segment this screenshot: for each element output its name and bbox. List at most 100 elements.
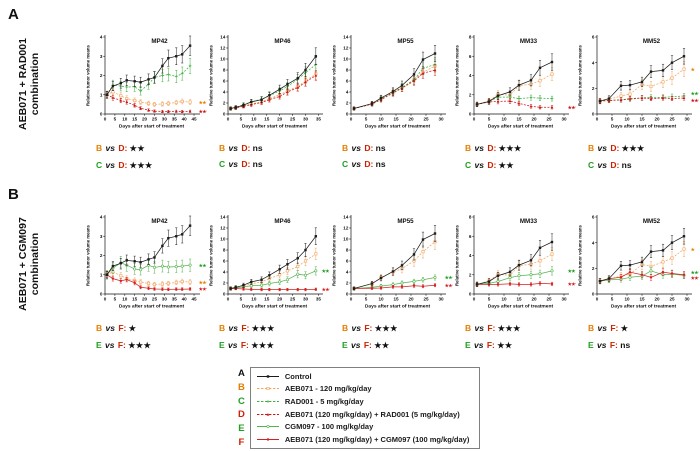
group-letter: F: xyxy=(487,323,498,333)
svg-text:MP42: MP42 xyxy=(151,38,168,45)
svg-text:Relative tumor volume means: Relative tumor volume means xyxy=(332,44,337,106)
svg-text:2: 2 xyxy=(100,253,103,258)
vs-label: vs xyxy=(472,160,487,170)
svg-text:20: 20 xyxy=(654,296,660,301)
svg-text:0: 0 xyxy=(227,296,230,301)
svg-text:2: 2 xyxy=(469,92,472,97)
stat-line-c-vs-d: C vs D: ns xyxy=(342,156,453,172)
legend-letter-b: B xyxy=(238,381,245,393)
svg-text:30: 30 xyxy=(303,116,309,121)
vs-label: vs xyxy=(349,159,364,169)
svg-text:5: 5 xyxy=(488,116,491,121)
svg-text:40: 40 xyxy=(182,296,188,301)
svg-text:10: 10 xyxy=(624,296,630,301)
svg-text:0: 0 xyxy=(223,112,226,117)
svg-text:★★★: ★★★ xyxy=(567,282,576,287)
significance-value: ★★★ xyxy=(251,324,275,333)
stat-block: B vs F: ★ E vs F: ★★★ xyxy=(84,320,207,354)
svg-text:2: 2 xyxy=(592,266,595,271)
significance-value: ★★ xyxy=(374,341,390,350)
svg-text:0: 0 xyxy=(596,116,599,121)
stat-line-b-vs-f: B vs F: ★ xyxy=(96,320,207,337)
panel-b-label: B xyxy=(8,186,19,203)
group-letter: B xyxy=(96,323,103,333)
svg-text:20: 20 xyxy=(277,116,283,121)
svg-text:4: 4 xyxy=(469,253,472,258)
svg-text:14: 14 xyxy=(220,215,226,220)
svg-text:★: ★ xyxy=(690,67,695,72)
significance-value: ★★★ xyxy=(621,144,645,153)
svg-text:30: 30 xyxy=(162,116,168,121)
stat-line-e-vs-f: E vs F: ★★ xyxy=(465,337,576,354)
chart-container-mp46-b: 0 2 4 6 8 10 12 14 0 5 10 15 20 25 30 35 MP46 Relative tu… xyxy=(207,208,334,320)
group-letter: B xyxy=(588,143,595,153)
legend-entry-b: AEB071 - 120 mg/kg/day xyxy=(256,383,469,395)
stat-block: B vs D: ★★★ C vs D: ns xyxy=(576,140,699,174)
svg-text:4: 4 xyxy=(346,90,349,95)
vs-label: vs xyxy=(471,340,486,350)
svg-text:0: 0 xyxy=(592,112,595,117)
chart-mp55-panel-b: 0 2 4 6 8 10 12 14 0 5 10 15 20 25 30 MP55 Relative tumo… xyxy=(332,215,457,310)
legend-entry-label: Control xyxy=(284,371,312,381)
legend-letter-e: E xyxy=(238,422,245,434)
stat-line-b-vs-d: B vs D: ns xyxy=(342,140,453,156)
vs-label: vs xyxy=(103,323,118,333)
significance-value: ★★ xyxy=(498,161,515,170)
svg-text:★★★: ★★★ xyxy=(690,270,699,275)
legend-marker-icon xyxy=(256,375,279,378)
svg-text:0: 0 xyxy=(223,292,226,297)
svg-text:15: 15 xyxy=(264,296,270,301)
row-b-charts: 0 1 2 3 4 0 5 10 15 20 25 30 35 40 45 MP42 Relative tumo… xyxy=(84,208,700,320)
stat-line-b-vs-f: B vs F: ★★★ xyxy=(465,320,576,337)
svg-text:2: 2 xyxy=(223,281,226,286)
svg-text:10: 10 xyxy=(251,296,257,301)
svg-text:★★★: ★★★ xyxy=(198,280,207,285)
significance-value: ★★★ xyxy=(374,324,398,333)
svg-text:15: 15 xyxy=(639,296,645,301)
svg-text:0: 0 xyxy=(104,296,107,301)
svg-text:0: 0 xyxy=(100,112,103,117)
svg-text:30: 30 xyxy=(684,296,690,301)
legend-marker-icon xyxy=(256,400,279,404)
svg-text:4: 4 xyxy=(223,270,226,275)
svg-text:40: 40 xyxy=(182,116,188,121)
group-letter: B xyxy=(96,143,103,153)
stat-line-c-vs-d: C vs D: ★★ xyxy=(465,157,576,174)
svg-text:2: 2 xyxy=(223,101,226,106)
svg-text:15: 15 xyxy=(639,116,645,121)
svg-text:8: 8 xyxy=(346,248,349,253)
svg-text:0: 0 xyxy=(100,292,103,297)
svg-text:30: 30 xyxy=(561,116,567,121)
group-letter: F: xyxy=(240,340,252,350)
svg-text:8: 8 xyxy=(469,215,472,220)
stat-line-b-vs-d: B vs D: ★★ xyxy=(96,140,207,157)
svg-text:★★★: ★★★ xyxy=(690,98,699,103)
chart-container-mm52-a: 0 2 4 6 0 5 10 15 20 25 30 MM52 Relative tumor volum… xyxy=(576,28,700,140)
svg-text:2: 2 xyxy=(592,86,595,91)
chart-container-mm33-a: 0 2 4 6 8 0 5 10 15 20 25 30 MM33 Relative tumor volu… xyxy=(453,28,580,140)
svg-text:★★★: ★★★ xyxy=(567,105,576,110)
svg-text:Relative tumor volume means: Relative tumor volume means xyxy=(455,44,460,106)
vs-label: vs xyxy=(226,143,241,153)
svg-text:35: 35 xyxy=(316,296,322,301)
svg-text:20: 20 xyxy=(142,116,148,121)
row-b-side-label-line1: AEB071 + CGM097 xyxy=(17,217,29,311)
stat-line-c-vs-d: C vs D: ★★★ xyxy=(96,157,207,174)
svg-text:35: 35 xyxy=(316,116,322,121)
svg-text:★★★: ★★★ xyxy=(321,287,330,292)
group-letter: F: xyxy=(486,340,498,350)
svg-text:Relative tumor volume means: Relative tumor volume means xyxy=(86,44,91,106)
svg-text:2: 2 xyxy=(346,281,349,286)
svg-text:15: 15 xyxy=(516,296,522,301)
legend-marker-icon xyxy=(256,387,279,391)
svg-text:2: 2 xyxy=(346,101,349,106)
vs-label: vs xyxy=(103,160,118,170)
svg-text:Relative tumor volume means: Relative tumor volume means xyxy=(209,44,214,106)
svg-text:20: 20 xyxy=(654,116,660,121)
svg-text:14: 14 xyxy=(220,35,226,40)
vs-label: vs xyxy=(595,323,610,333)
svg-text:0: 0 xyxy=(473,116,476,121)
group-letter: F: xyxy=(610,323,621,333)
svg-text:25: 25 xyxy=(669,116,675,121)
